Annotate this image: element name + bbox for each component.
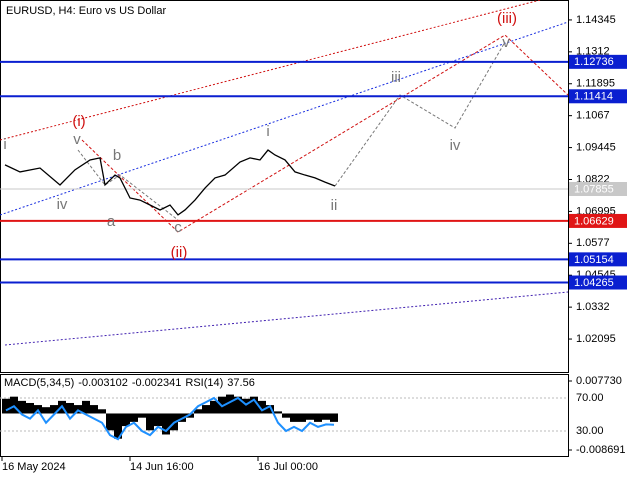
chart-title: EURUSD, H4: Euro vs US Dollar	[6, 5, 166, 17]
wave-label: v	[502, 34, 510, 51]
wave-label: ii	[331, 197, 338, 214]
y-tick-label: 1.1067	[576, 110, 610, 122]
price-label: 1.04265	[574, 277, 614, 289]
wave-label: c	[174, 219, 182, 236]
x-tick-label: 14 Jun 16:00	[130, 461, 194, 473]
indicator-value: -0.002341	[132, 377, 182, 389]
y-tick-label: 1.1312	[576, 46, 610, 58]
macd-bar	[122, 413, 130, 427]
macd-bar	[258, 400, 266, 414]
macd-bar	[194, 409, 202, 414]
macd-bar	[162, 413, 170, 435]
macd-bar	[290, 413, 298, 422]
price-label-box	[569, 213, 627, 228]
macd-bar	[314, 413, 322, 422]
macd-bar	[42, 407, 50, 414]
macd-bar	[146, 413, 154, 431]
macd-bar	[242, 398, 250, 414]
macd-bar	[2, 398, 10, 414]
indicator-value: -0.003102	[78, 377, 128, 389]
wave-label: a	[107, 213, 116, 230]
macd-bar	[330, 413, 338, 422]
macd-bar	[266, 405, 274, 414]
macd-bar	[106, 413, 114, 431]
y-tick-label: -0.008691	[576, 444, 626, 456]
y-tick-label: 1.11895	[576, 78, 615, 90]
macd-bar	[202, 405, 210, 414]
rsi-line	[5, 396, 335, 441]
macd-bar	[298, 413, 306, 422]
wave-label: iii	[391, 69, 401, 86]
macd-bar	[306, 413, 314, 420]
wave-path	[77, 149, 179, 221]
macd-bar	[274, 411, 282, 414]
macd-bar	[250, 396, 258, 414]
price-label: 1.06629	[574, 215, 614, 227]
wave-label: v	[73, 131, 81, 148]
y-tick-label: 1.02095	[576, 333, 616, 345]
y-tick-label: 70.00	[576, 392, 604, 404]
channel-line	[4, 291, 569, 346]
indicator-header: MACD(5,34,5) -0.003102 -0.002341 RSI(14) 37.…	[4, 377, 255, 389]
channel-line	[0, 0, 541, 141]
wave-label: (ii)	[171, 244, 188, 261]
x-tick-label: 16 Jul 00:00	[258, 461, 318, 473]
macd-bar	[130, 413, 138, 422]
macd-bar	[98, 409, 106, 414]
indicator-value: 37.56	[227, 377, 255, 389]
macd-bar	[210, 400, 218, 414]
y-tick-label: 1.14345	[576, 14, 616, 26]
indicator-value: MACD(5,34,5)	[4, 377, 74, 389]
macd-bar	[66, 402, 74, 414]
price-label: 1.05154	[574, 254, 614, 266]
wave-label: i	[266, 123, 269, 140]
y-tick-label: 1.09445	[576, 141, 616, 153]
price-label-box	[569, 181, 627, 196]
macd-bar	[138, 413, 146, 418]
wave-label: b	[113, 147, 121, 164]
price-label: 1.12736	[574, 56, 614, 68]
price-label-box	[569, 89, 627, 104]
y-tick-label: 1.0577	[576, 237, 610, 249]
wave-label: i	[3, 136, 6, 153]
wave-label: (iii)	[497, 10, 517, 27]
price-label-box	[569, 252, 627, 267]
price-label-box	[569, 275, 627, 290]
wave-projection	[334, 41, 506, 187]
macd-bar	[90, 405, 98, 414]
indicator-panel-frame	[0, 374, 569, 457]
macd-bar	[322, 413, 330, 420]
macd-bar	[50, 405, 58, 414]
y-tick-label: 30.00	[576, 425, 604, 437]
price-line	[4, 149, 336, 216]
x-tick-label: 16 May 2024	[2, 461, 66, 473]
wave-label: (i)	[72, 113, 85, 130]
indicator-value: RSI(14)	[185, 377, 223, 389]
macd-bar	[18, 400, 26, 414]
price-label: 1.11414	[574, 91, 613, 103]
price-label-box	[569, 54, 627, 69]
macd-bar	[154, 413, 162, 427]
wave-label: iv	[450, 137, 461, 154]
y-tick-label: 1.0332	[576, 301, 610, 313]
macd-bar	[10, 396, 18, 414]
main-panel-frame	[0, 0, 569, 373]
y-tick-label: 0.007730	[576, 375, 622, 387]
macd-bar	[26, 402, 34, 414]
wave-label: iv	[57, 196, 68, 213]
macd-bar	[282, 413, 290, 418]
drawings	[0, 0, 569, 346]
wave-projection	[81, 34, 569, 233]
price-label: 1.07855	[574, 183, 614, 195]
macd-bar	[82, 400, 90, 414]
macd-bar	[234, 396, 242, 414]
macd-bar	[114, 413, 122, 439]
macd-bar	[226, 394, 234, 414]
